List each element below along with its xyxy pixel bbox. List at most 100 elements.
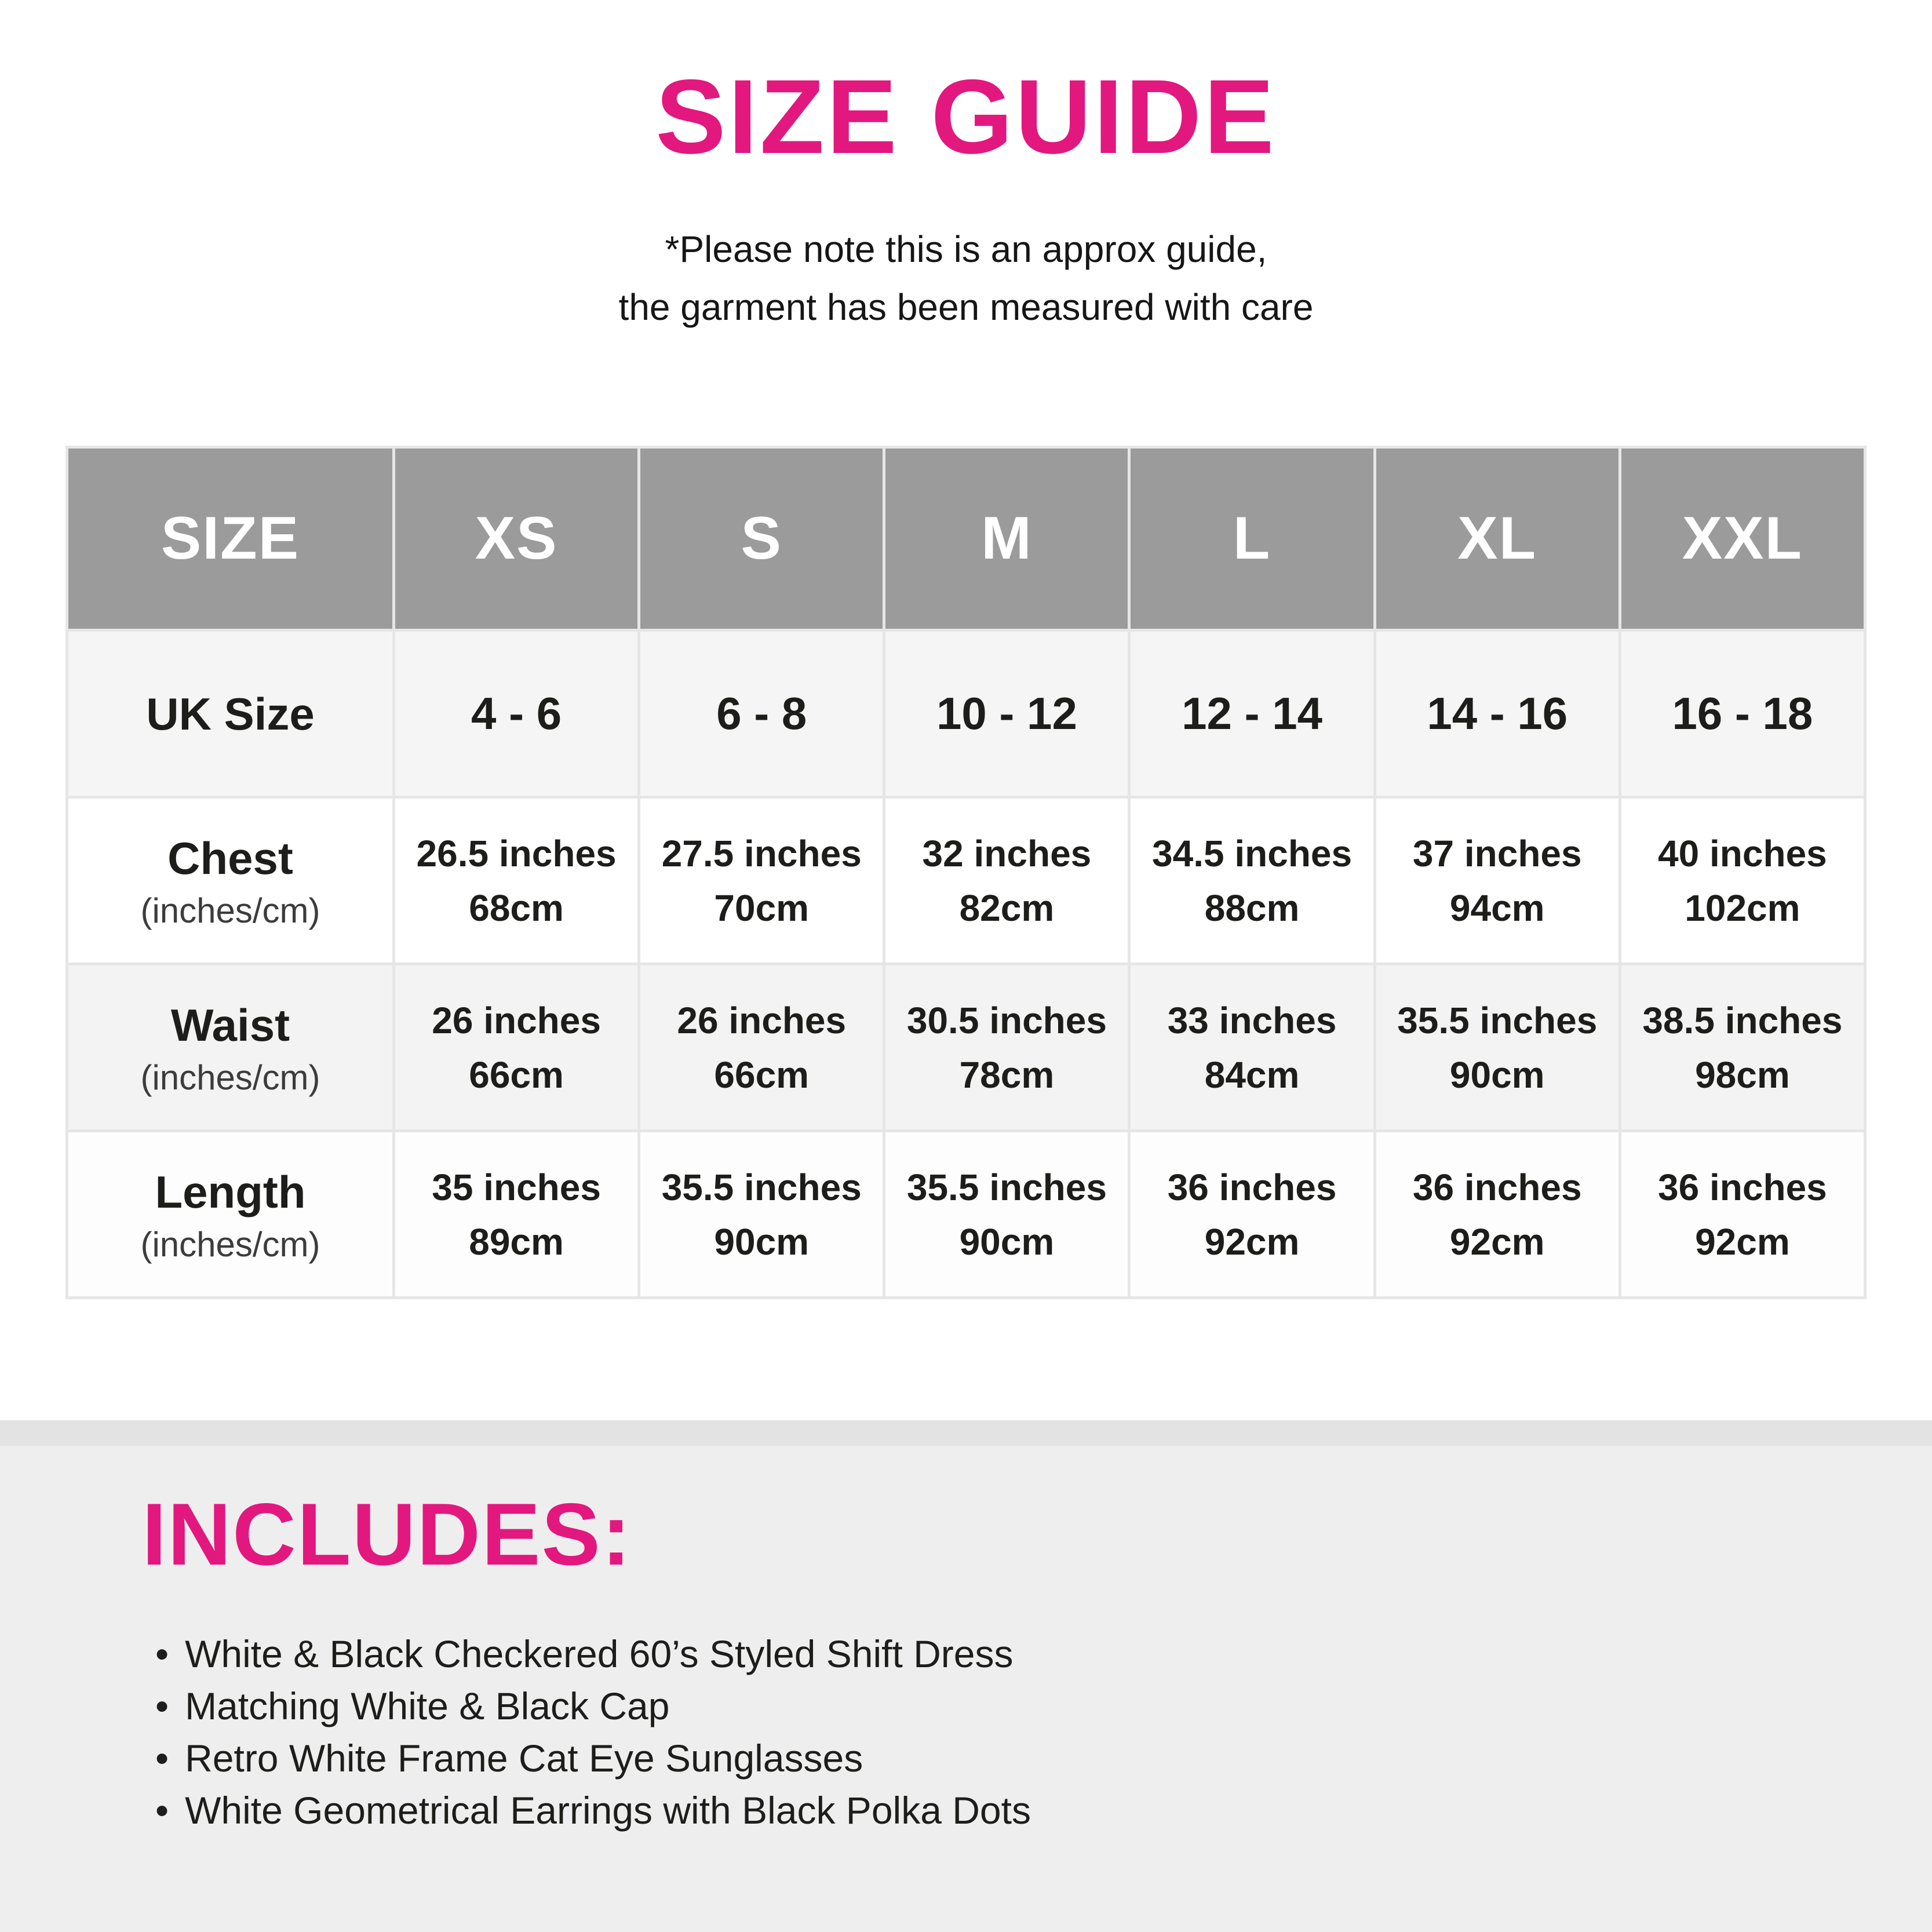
row-label-waist: Waist (inches/cm) <box>68 965 392 1129</box>
table-cell-uk-m: 10 - 12 <box>885 632 1128 796</box>
table-cell-waist-s: 26 inches 66cm <box>640 965 883 1129</box>
cell-value: 16 - 18 <box>1672 688 1813 739</box>
cell-value: 12 - 14 <box>1182 688 1322 739</box>
header-cell-size: SIZE <box>68 449 392 629</box>
cell-inches: 26 inches <box>677 999 847 1041</box>
table-cell-length-xs: 35 inches 89cm <box>395 1132 638 1296</box>
row-label-text: Waist <box>170 1000 290 1051</box>
cell-inches: 36 inches <box>1412 1166 1582 1208</box>
cell-cm: 102cm <box>1685 887 1800 929</box>
cell-cm: 94cm <box>1449 887 1545 929</box>
row-label-text: UK Size <box>146 688 315 739</box>
cell-inches: 27.5 inches <box>661 832 862 874</box>
table-cell-chest-m: 32 inches 82cm <box>885 799 1128 963</box>
table-cell-uk-l: 12 - 14 <box>1131 632 1373 796</box>
row-label-sub: (inches/cm) <box>140 1225 320 1264</box>
row-label-text: Chest <box>167 833 293 884</box>
cell-cm: 66cm <box>714 1054 810 1096</box>
cell-cm: 78cm <box>959 1054 1055 1096</box>
includes-item: • White & Black Checkered 60’s Styled Shi… <box>155 1628 1031 1680</box>
table-cell-chest-xs: 26.5 inches 68cm <box>395 799 638 963</box>
cell-cm: 90cm <box>1449 1054 1545 1096</box>
cell-cm: 70cm <box>714 887 810 929</box>
approx-note-line2: the garment has been measured with care <box>618 286 1314 328</box>
cell-inches: 35.5 inches <box>661 1166 862 1208</box>
cell-value: 6 - 8 <box>716 688 807 739</box>
cell-cm: 92cm <box>1449 1220 1545 1263</box>
cell-cm: 90cm <box>959 1220 1055 1263</box>
table-cell-uk-xl: 14 - 16 <box>1376 632 1618 796</box>
cell-inches: 32 inches <box>922 832 1092 874</box>
table-cell-uk-xxl: 16 - 18 <box>1621 632 1864 796</box>
includes-panel: INCLUDES: • White & Black Checkered 60’s … <box>0 1420 1932 1932</box>
header-cell-xs: XS <box>395 449 638 629</box>
table-cell-waist-xxl: 38.5 inches 98cm <box>1621 965 1864 1129</box>
cell-inches: 33 inches <box>1167 999 1337 1041</box>
cell-cm: 84cm <box>1204 1054 1300 1096</box>
table-cell-waist-xs: 26 inches 66cm <box>395 965 638 1129</box>
panel-top-strip <box>0 1420 1932 1446</box>
row-label-sub: (inches/cm) <box>140 891 320 930</box>
table-cell-chest-l: 34.5 inches 88cm <box>1131 799 1373 963</box>
cell-value: 14 - 16 <box>1427 688 1568 739</box>
table-cell-chest-s: 27.5 inches 70cm <box>640 799 883 963</box>
table-cell-chest-xxl: 40 inches 102cm <box>1621 799 1864 963</box>
includes-heading: INCLUDES: <box>142 1485 632 1584</box>
table-cell-length-s: 35.5 inches 90cm <box>640 1132 883 1296</box>
includes-item-text: Retro White Frame Cat Eye Sunglasses <box>185 1737 863 1780</box>
header-cell-s: S <box>640 449 883 629</box>
cell-inches: 35.5 inches <box>1397 999 1598 1041</box>
table-cell-waist-m: 30.5 inches 78cm <box>885 965 1128 1129</box>
cell-inches: 30.5 inches <box>906 999 1107 1041</box>
cell-cm: 66cm <box>469 1054 564 1096</box>
cell-cm: 98cm <box>1695 1054 1790 1096</box>
table-cell-uk-xs: 4 - 6 <box>395 632 638 796</box>
cell-inches: 35.5 inches <box>906 1166 1107 1208</box>
includes-item: • Matching White & Black Cap <box>155 1680 1031 1732</box>
page-title: SIZE GUIDE <box>655 57 1277 176</box>
cell-cm: 82cm <box>959 887 1055 929</box>
cell-inches: 26.5 inches <box>416 832 617 874</box>
cell-inches: 35 inches <box>432 1166 601 1208</box>
cell-inches: 37 inches <box>1412 832 1582 874</box>
bullet-icon: • <box>155 1789 169 1832</box>
cell-inches: 38.5 inches <box>1642 999 1843 1041</box>
includes-item-text: White & Black Checkered 60’s Styled Shif… <box>185 1632 1014 1675</box>
table-cell-waist-l: 33 inches 84cm <box>1131 965 1373 1129</box>
cell-inches: 40 inches <box>1658 832 1827 874</box>
includes-item: • Retro White Frame Cat Eye Sunglasses <box>155 1732 1031 1784</box>
row-label-sub: (inches/cm) <box>140 1058 320 1097</box>
cell-cm: 92cm <box>1695 1220 1790 1263</box>
cell-cm: 68cm <box>469 887 564 929</box>
table-cell-chest-xl: 37 inches 94cm <box>1376 799 1618 963</box>
row-label-chest: Chest (inches/cm) <box>68 799 392 963</box>
size-table: SIZE XS S M L XL XXL UK Size 4 - 6 6 - 8… <box>65 446 1867 1299</box>
bullet-icon: • <box>155 1632 169 1675</box>
header-cell-l: L <box>1131 449 1373 629</box>
approx-note-line1: *Please note this is an approx guide, <box>665 228 1267 270</box>
cell-cm: 90cm <box>714 1220 810 1263</box>
table-cell-length-xl: 36 inches 92cm <box>1376 1132 1618 1296</box>
table-cell-length-l: 36 inches 92cm <box>1131 1132 1373 1296</box>
bullet-icon: • <box>155 1737 169 1780</box>
table-cell-length-xxl: 36 inches 92cm <box>1621 1132 1864 1296</box>
cell-value: 4 - 6 <box>471 688 562 739</box>
row-label-uk-size: UK Size <box>68 632 392 796</box>
cell-inches: 34.5 inches <box>1152 832 1353 874</box>
bullet-icon: • <box>155 1685 169 1727</box>
includes-item: • White Geometrical Earrings with Black P… <box>155 1784 1031 1836</box>
cell-inches: 36 inches <box>1658 1166 1827 1208</box>
table-cell-waist-xl: 35.5 inches 90cm <box>1376 965 1618 1129</box>
approx-note: *Please note this is an approx guide, th… <box>0 220 1932 336</box>
cell-cm: 92cm <box>1204 1220 1300 1263</box>
cell-cm: 89cm <box>469 1220 564 1263</box>
row-label-length: Length (inches/cm) <box>68 1132 392 1296</box>
includes-item-text: Matching White & Black Cap <box>185 1685 670 1727</box>
table-cell-uk-s: 6 - 8 <box>640 632 883 796</box>
header-cell-m: M <box>885 449 1128 629</box>
row-label-text: Length <box>155 1167 306 1217</box>
cell-inches: 26 inches <box>432 999 601 1041</box>
cell-value: 10 - 12 <box>936 688 1077 739</box>
cell-inches: 36 inches <box>1167 1166 1337 1208</box>
header-cell-xxl: XXL <box>1621 449 1864 629</box>
